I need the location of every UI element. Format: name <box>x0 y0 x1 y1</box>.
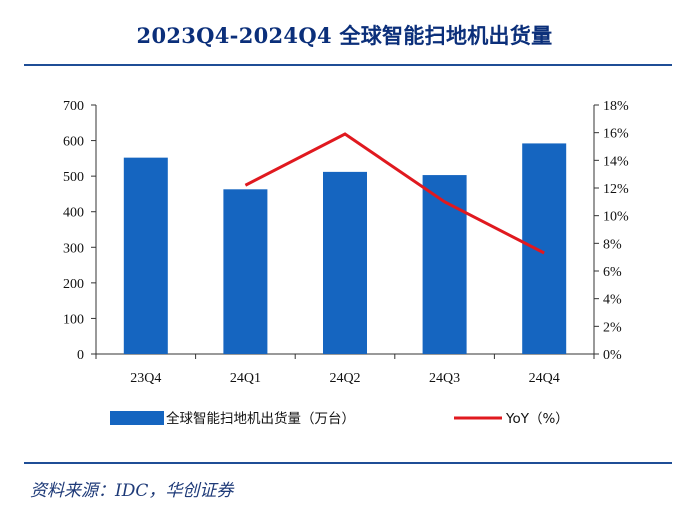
left-axis-tick-label: 600 <box>63 135 84 150</box>
legend-bar-swatch <box>110 411 164 425</box>
right-axis-tick-label: 4% <box>603 293 622 308</box>
shipment-bar <box>323 171 367 354</box>
right-axis-tick-label: 10% <box>603 210 629 225</box>
chart-title: 2023Q4-2024Q4 全球智能扫地机出货量 <box>136 23 553 48</box>
footer-divider <box>24 462 672 464</box>
title-divider <box>24 64 672 66</box>
shipment-bar <box>422 175 467 354</box>
right-axis-tick-label: 8% <box>603 237 622 252</box>
right-axis-tick-label: 14% <box>603 154 629 169</box>
left-axis-tick-label: 0 <box>77 348 84 363</box>
x-axis-category-label: 23Q4 <box>130 371 161 386</box>
left-axis-tick-label: 500 <box>63 170 84 185</box>
shipment-bar <box>522 143 567 354</box>
legend-line-label: YoY（%） <box>505 411 569 427</box>
source-note: 资料来源：IDC，华创证券 <box>30 481 234 501</box>
shipment-bar <box>223 189 268 354</box>
left-axis-tick-label: 100 <box>63 312 84 327</box>
right-axis-tick-label: 16% <box>603 127 629 142</box>
right-axis-tick-label: 0% <box>603 348 622 363</box>
yoy-line <box>244 132 545 255</box>
right-axis-tick-label: 2% <box>603 320 622 335</box>
left-axis-tick-label: 700 <box>63 99 84 114</box>
left-axis-tick-label: 400 <box>63 206 84 221</box>
legend-bar-label: 全球智能扫地机出货量（万台） <box>166 410 355 427</box>
x-axis-category-label: 24Q1 <box>230 371 261 386</box>
shipment-bar <box>123 157 168 354</box>
x-axis-category-label: 24Q4 <box>529 371 560 386</box>
left-axis-tick-label: 200 <box>63 277 84 292</box>
right-axis-tick-label: 12% <box>603 182 629 197</box>
x-axis-category-label: 24Q2 <box>329 371 360 386</box>
left-axis-tick-label: 300 <box>63 241 84 256</box>
x-axis-category-label: 24Q3 <box>429 371 460 386</box>
right-axis-tick-label: 6% <box>603 265 622 280</box>
right-axis-tick-label: 18% <box>603 99 629 114</box>
